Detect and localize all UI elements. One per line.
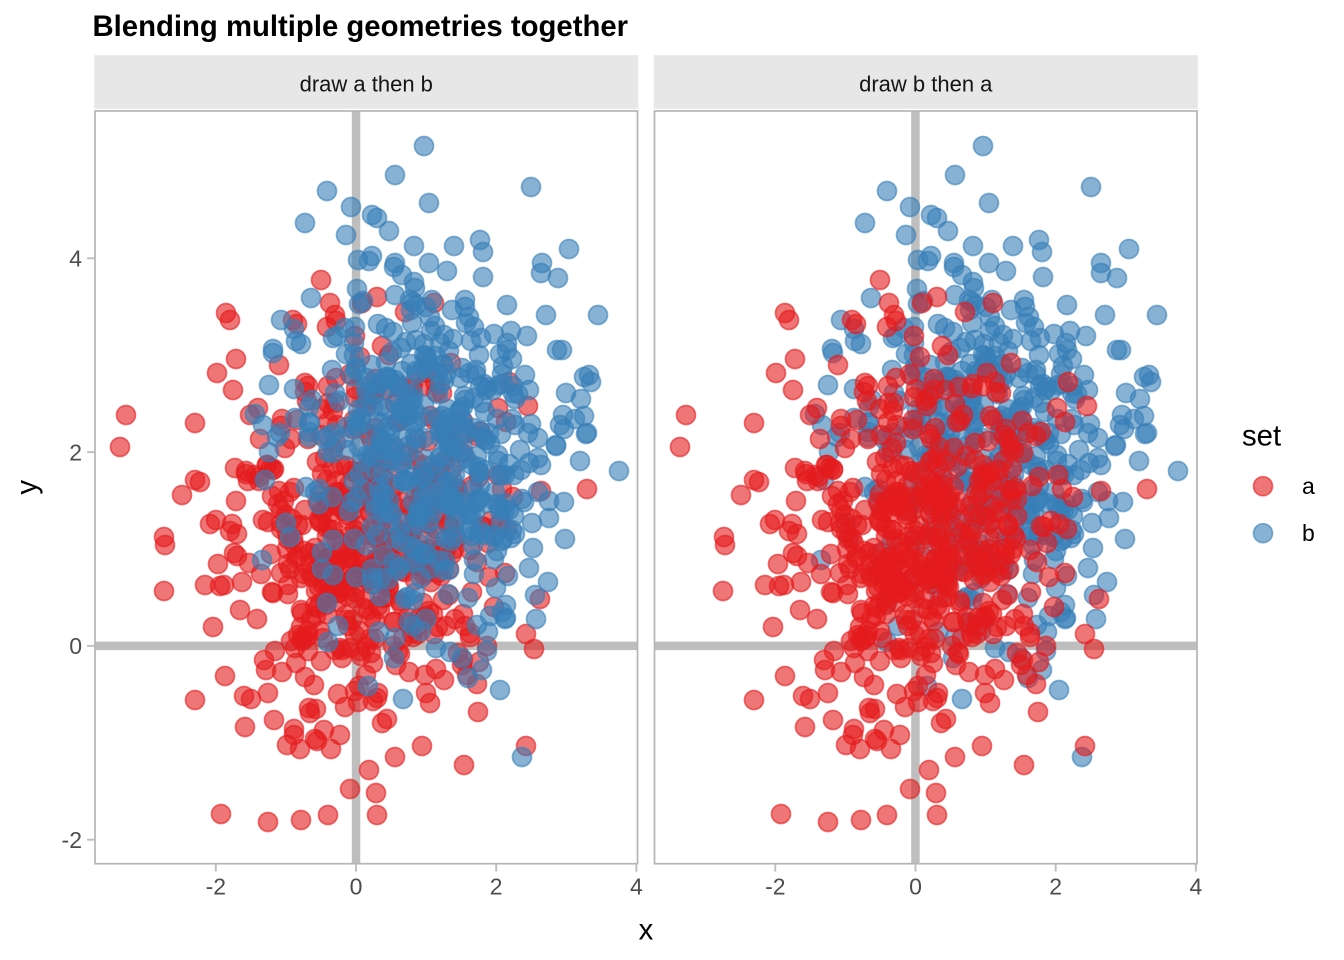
svg-text:2: 2: [69, 439, 82, 465]
svg-text:b: b: [1302, 520, 1315, 546]
svg-text:y: y: [11, 480, 44, 495]
svg-text:x: x: [639, 914, 654, 947]
svg-text:-2: -2: [62, 827, 82, 853]
svg-text:a: a: [1302, 473, 1315, 499]
svg-text:-2: -2: [765, 874, 785, 900]
svg-text:2: 2: [1049, 874, 1062, 900]
svg-text:0: 0: [909, 874, 922, 900]
svg-text:set: set: [1242, 420, 1281, 453]
svg-text:-2: -2: [206, 874, 226, 900]
svg-text:draw b then a: draw b then a: [859, 72, 993, 97]
svg-text:0: 0: [350, 874, 363, 900]
svg-text:draw a then b: draw a then b: [300, 72, 433, 97]
svg-text:4: 4: [630, 874, 643, 900]
svg-text:Blending multiple geometries t: Blending multiple geometries together: [93, 10, 629, 43]
svg-text:4: 4: [1190, 874, 1203, 900]
svg-text:4: 4: [69, 246, 82, 272]
svg-text:0: 0: [69, 633, 82, 659]
svg-text:2: 2: [490, 874, 503, 900]
